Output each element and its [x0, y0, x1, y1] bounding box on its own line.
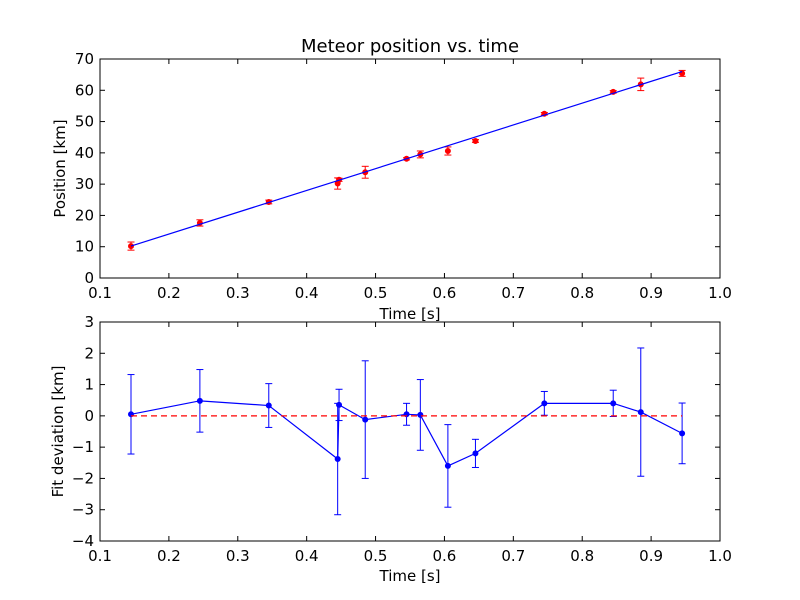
x-tick-label: 0.7: [501, 284, 525, 302]
data-marker: [362, 416, 369, 423]
data-marker: [196, 397, 203, 404]
x-tick-label: 0.1: [88, 547, 112, 565]
data-marker: [472, 137, 479, 144]
x-tick-label: 0.8: [570, 547, 594, 565]
deviation-plot: 0.1 0.2 0.3 0.4 0.5 0.6 0.7 0.8 0.9 1.0 −4 −3 −2 −1 0 1…: [49, 313, 732, 585]
data-marker: [336, 401, 343, 408]
position-plot-x-label: Time [s]: [379, 305, 441, 323]
y-tick-label: 40: [75, 144, 94, 162]
y-tick-label: 0: [84, 407, 94, 425]
data-marker: [265, 402, 272, 409]
position-plot-y-label: Position [km]: [51, 119, 69, 217]
deviation-plot-ticks: 0.1 0.2 0.3 0.4 0.5 0.6 0.7 0.8 0.9 1.0 −4 −3 −2 −1 0 1…: [72, 313, 732, 565]
deviation-data-point: [637, 347, 645, 477]
x-tick-label: 0.4: [295, 547, 319, 565]
deviation-data-point: [540, 390, 548, 416]
x-tick-label: 0.8: [570, 284, 594, 302]
data-marker: [417, 411, 424, 418]
deviation-plot-y-label: Fit deviation [km]: [49, 366, 67, 498]
y-tick-label: 30: [75, 175, 94, 193]
deviation-data-point: [127, 374, 135, 455]
deviation-plot-area: [127, 347, 686, 516]
deviation-data-point: [444, 424, 452, 508]
deviation-data-point: [361, 360, 369, 479]
y-tick-label: 20: [75, 206, 94, 224]
position-fit-line: [130, 70, 683, 247]
x-tick-label: 0.2: [157, 547, 181, 565]
y-tick-label: −4: [72, 532, 94, 550]
deviation-data-point: [416, 379, 424, 451]
data-marker: [637, 409, 644, 416]
position-plot-title: Meteor position vs. time: [301, 36, 519, 57]
deviation-data-point: [678, 402, 686, 465]
y-tick-label: 0: [84, 269, 94, 287]
position-data-point: [444, 146, 452, 156]
x-tick-label: 1.0: [708, 547, 732, 565]
x-tick-label: 0.3: [226, 547, 250, 565]
x-tick-label: 0.5: [364, 547, 388, 565]
x-tick-label: 0.3: [226, 284, 250, 302]
x-tick-label: 0.9: [639, 284, 663, 302]
x-tick-label: 0.2: [157, 284, 181, 302]
deviation-series-line: [130, 400, 683, 467]
x-tick-label: 0.6: [433, 284, 457, 302]
position-plot-area: [127, 69, 686, 251]
data-marker: [541, 400, 548, 407]
position-plot-ticks: 0.1 0.2 0.3 0.4 0.5 0.6 0.7 0.8 0.9 1.0 0 10 20 30 40 5…: [75, 50, 732, 302]
y-tick-label: −2: [72, 469, 94, 487]
deviation-plot-x-label: Time [s]: [379, 567, 441, 585]
deviation-data-point: [334, 402, 342, 516]
y-tick-label: 10: [75, 238, 94, 256]
y-tick-label: 60: [75, 81, 94, 99]
position-plot: Meteor position vs. time 0.1 0.2 0.3 0.4 0.5…: [51, 36, 732, 323]
y-tick-label: −1: [72, 438, 94, 456]
x-tick-label: 0.5: [364, 284, 388, 302]
y-tick-label: 1: [84, 376, 94, 394]
x-tick-label: 0.7: [501, 547, 525, 565]
x-tick-label: 0.4: [295, 284, 319, 302]
deviation-data-point: [196, 369, 204, 433]
deviation-data-point: [335, 388, 343, 422]
data-marker: [444, 462, 451, 469]
deviation-data-point: [609, 389, 617, 417]
x-tick-label: 0.6: [433, 547, 457, 565]
y-tick-label: 2: [84, 344, 94, 362]
data-marker: [679, 430, 686, 437]
position-data-point: [678, 69, 686, 77]
position-plot-frame: [99, 58, 721, 279]
y-tick-label: 70: [75, 50, 94, 68]
x-tick-label: 1.0: [708, 284, 732, 302]
y-tick-label: −3: [72, 501, 94, 519]
data-marker: [334, 456, 341, 463]
data-marker: [444, 147, 451, 154]
data-marker: [472, 450, 479, 457]
deviation-data-point: [403, 402, 411, 426]
position-data-point: [471, 137, 479, 144]
x-tick-label: 0.1: [88, 284, 112, 302]
x-tick-label: 0.9: [639, 547, 663, 565]
deviation-data-point: [471, 438, 479, 468]
data-marker: [610, 400, 617, 407]
y-tick-label: 3: [84, 313, 94, 331]
deviation-plot-frame: [99, 321, 721, 542]
deviation-data-point: [265, 383, 273, 428]
y-tick-label: 50: [75, 113, 94, 131]
